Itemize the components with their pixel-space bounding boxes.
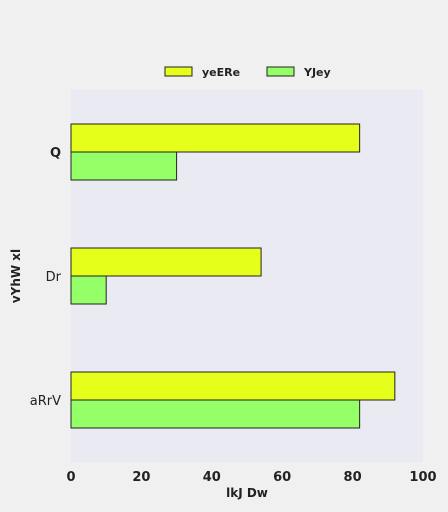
bar-YJey-aRrV [70, 399, 361, 429]
legend-swatch-YJey [266, 66, 295, 77]
y-axis-label: vYhW xl [9, 249, 23, 303]
bar-yeERe-aRrV [70, 371, 396, 401]
y-tick-label: Q [50, 146, 61, 161]
bar-YJey-Dr [70, 275, 107, 305]
bar-yeERe-Q [70, 123, 361, 153]
x-tick-label: 100 [409, 470, 436, 485]
x-tick-label: 80 [344, 470, 362, 485]
legend-label-yeERe: yeERe [202, 66, 240, 79]
legend-swatch-yeERe [164, 66, 193, 77]
legend: yeERe YJey [164, 66, 331, 79]
bar-YJey-Q [70, 151, 178, 181]
x-tick-label: 40 [203, 470, 221, 485]
y-tick-label: Dr [46, 270, 62, 285]
y-tick-label: aRrV [30, 394, 61, 409]
legend-label-YJey: YJey [303, 66, 331, 79]
bars [70, 123, 396, 429]
x-tick-label: 60 [273, 470, 291, 485]
y-tick-labels: Q Dr aRrV [30, 146, 62, 409]
x-axis-label: lkJ Dw [226, 486, 268, 500]
bar-yeERe-Dr [70, 247, 262, 277]
x-tick-label: 0 [66, 470, 75, 485]
x-tick-labels: 0 20 40 60 80 100 [66, 470, 436, 485]
x-tick-label: 20 [132, 470, 150, 485]
